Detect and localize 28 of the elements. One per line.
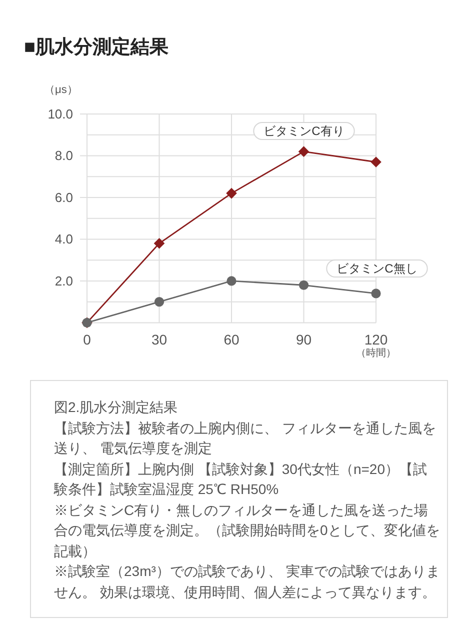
x-axis-title: （時間） — [356, 347, 396, 360]
series-label: ビタミンC有り — [264, 124, 344, 138]
x-tick-label: 30 — [151, 332, 168, 348]
point — [371, 288, 381, 298]
x-tick-label: 60 — [224, 332, 240, 348]
x-tick-label: 0 — [83, 332, 92, 348]
y-tick-label: 2.0 — [54, 273, 73, 288]
y-tick-label: 10.0 — [48, 106, 73, 122]
y-axis-title: （μs） — [44, 84, 78, 96]
text: ※ビタミンC有り・無しのフィルターを通した風を送った場合の電気伝導度を測定。（試験開始時間を0として、変化値を記載） — [54, 500, 440, 560]
point — [298, 146, 310, 157]
text: ※試験室（23m³）での試験であり、 実車での試験ではありません。 効果は環境、使用時間、個人差によって異なります。 — [54, 562, 440, 602]
point — [226, 188, 237, 199]
x-tick-label: 120 — [364, 332, 388, 348]
y-tick-label: 6.0 — [54, 190, 73, 205]
point — [298, 280, 309, 290]
chart-title: ■肌水分測定結果 — [24, 36, 168, 60]
series-label: ビタミンC無し — [336, 261, 418, 276]
caption: 図2.肌水分測定結果 — [54, 398, 179, 417]
x-tick-label: 90 — [296, 332, 312, 348]
y-tick-label: 8.0 — [54, 148, 73, 164]
y-tick-label: 4.0 — [54, 232, 73, 247]
text: 【試験方法】被験者の上腕内側に、 フィルターを通した風を送り、 電気伝導度を測定 — [54, 418, 437, 458]
point — [370, 156, 382, 168]
point — [154, 297, 164, 307]
point — [154, 238, 165, 249]
text: 【測定箇所】上腕内側 【試験対象】30代女性（n=20）【試験条件】試験室温湿度 25℃ RH50% — [54, 460, 428, 499]
point — [226, 276, 236, 286]
